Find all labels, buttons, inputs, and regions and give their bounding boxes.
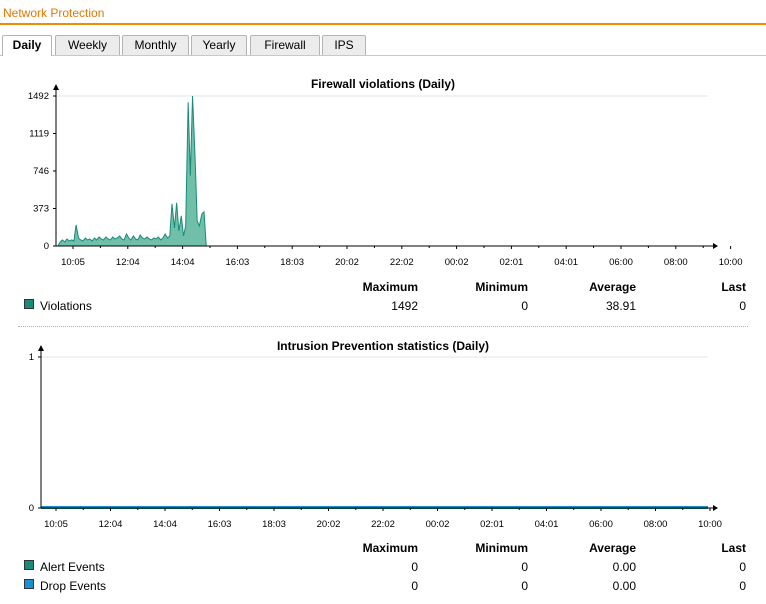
x-tick-label: 20:02: [317, 519, 341, 530]
stat-value-minimum: 0: [521, 560, 528, 574]
stat-value-last: 0: [739, 299, 746, 313]
stat-header-last: Last: [721, 541, 746, 555]
y-tick-label: 1: [29, 352, 34, 363]
x-tick-label: 14:04: [153, 519, 177, 530]
stat-header-last: Last: [721, 280, 746, 294]
legend-row-violations: Violations 1492 0 38.91 0: [0, 299, 766, 317]
x-tick-label: 10:00: [698, 519, 722, 530]
x-tick-label: 20:02: [335, 257, 359, 268]
legend-row-alert-events: Alert Events 0 0 0.00 0: [0, 560, 766, 578]
x-tick-label: 00:02: [445, 257, 469, 268]
y-tick-label: 1119: [29, 129, 49, 140]
legend-swatch-drop-events: [24, 579, 34, 589]
x-tick-label: 10:05: [44, 519, 68, 530]
tab-bar-divider: [0, 55, 766, 56]
x-tick-label: 04:01: [554, 257, 578, 268]
legend-label: Drop Events: [40, 579, 107, 593]
tab-daily[interactable]: Daily: [2, 35, 52, 56]
x-tick-label: 12:04: [116, 257, 140, 268]
stat-value-minimum: 0: [521, 299, 528, 313]
ips-chart: 0 1 10:05 12:04 14:04 16:03 18:03 20:02 22:02 00:…: [29, 345, 722, 530]
stat-value-last: 0: [739, 579, 746, 593]
stat-header-maximum: Maximum: [362, 541, 418, 555]
series-area-violations: [57, 95, 716, 247]
x-tick-label: 16:03: [208, 519, 232, 530]
x-axis-arrow: [713, 243, 718, 249]
x-tick-label: 22:02: [390, 257, 414, 268]
y-tick-label: 1492: [28, 91, 49, 102]
stat-value-average: 0.00: [612, 579, 636, 593]
x-tick-label: 04:01: [535, 519, 559, 530]
stat-header-average: Average: [589, 541, 636, 555]
section-divider: [18, 326, 748, 327]
x-tick-label: 18:03: [280, 257, 304, 268]
x-tick-label: 10:05: [61, 257, 85, 268]
x-tick-label: 12:04: [99, 519, 123, 530]
tab-yearly[interactable]: Yearly: [191, 35, 247, 55]
x-tick-label: 14:04: [171, 257, 195, 268]
x-tick-label: 16:03: [226, 257, 250, 268]
x-tick-label: 08:00: [644, 519, 668, 530]
stat-value-minimum: 0: [521, 579, 528, 593]
stat-header-maximum: Maximum: [362, 280, 418, 294]
tab-monthly[interactable]: Monthly: [122, 35, 189, 55]
legend-row-drop-events: Drop Events 0 0 0.00 0: [0, 579, 766, 597]
x-tick-label: 02:01: [500, 257, 524, 268]
page-title: Network Protection: [3, 6, 105, 20]
tab-firewall[interactable]: Firewall: [250, 35, 320, 55]
tab-ips[interactable]: IPS: [322, 35, 366, 55]
tab-bar: Daily Weekly Monthly Yearly Firewall IPS: [0, 35, 766, 56]
stat-value-average: 0.00: [612, 560, 636, 574]
legend-swatch-alert-events: [24, 560, 34, 570]
x-tick-label: 08:00: [664, 257, 688, 268]
y-tick-label: 0: [29, 503, 34, 514]
legend-label: Alert Events: [40, 560, 105, 574]
y-axis-arrow: [38, 345, 44, 351]
stat-value-last: 0: [739, 560, 746, 574]
stat-header-minimum: Minimum: [475, 541, 528, 555]
x-tick-label: 06:00: [609, 257, 633, 268]
x-axis-arrow: [713, 505, 718, 511]
x-tick-label: 06:00: [589, 519, 613, 530]
y-tick-label: 373: [33, 204, 49, 215]
legend-label: Violations: [40, 299, 92, 313]
stat-value-average: 38.91: [605, 299, 636, 313]
legend-swatch-violations: [24, 299, 34, 309]
x-tick-label: 00:02: [426, 519, 450, 530]
stat-header-minimum: Minimum: [475, 280, 528, 294]
page-header: Network Protection: [0, 0, 766, 25]
ips-chart-title: Intrusion Prevention statistics (Daily): [276, 339, 490, 353]
y-tick-label: 746: [33, 166, 49, 177]
stat-value-maximum: 0: [411, 579, 418, 593]
x-tick-label: 02:01: [480, 519, 504, 530]
stat-value-maximum: 1492: [391, 299, 418, 313]
firewall-chart-title: Firewall violations (Daily): [310, 77, 456, 91]
x-tick-label: 18:03: [262, 519, 286, 530]
y-tick-label: 0: [44, 241, 49, 252]
stat-header-average: Average: [589, 280, 636, 294]
firewall-chart: 0 373 746 1119 1492 10:05 12:04 14:04 16:03 18:03…: [28, 84, 743, 268]
x-tick-label: 10:00: [719, 257, 743, 268]
x-tick-label: 22:02: [371, 519, 395, 530]
y-axis-arrow: [53, 84, 59, 90]
stat-value-maximum: 0: [411, 560, 418, 574]
tab-weekly[interactable]: Weekly: [55, 35, 120, 55]
